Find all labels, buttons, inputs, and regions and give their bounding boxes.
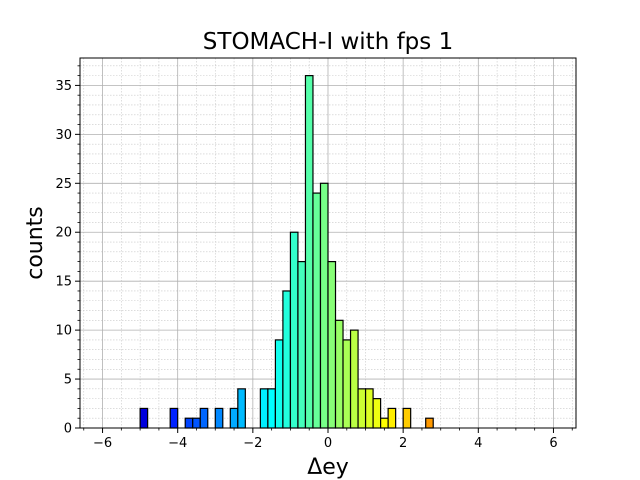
x-axis-label: Δey <box>307 455 349 480</box>
histogram-bar <box>237 388 246 429</box>
y-tick-label: 15 <box>55 275 72 290</box>
histogram-bar <box>229 407 239 429</box>
histogram-bar <box>259 388 269 429</box>
histogram-bar <box>327 260 337 429</box>
histogram-bar <box>297 260 307 429</box>
histogram-bar <box>169 407 179 429</box>
x-tick-label: 6 <box>549 436 557 451</box>
bars-layer <box>139 75 434 429</box>
y-axis-label: counts <box>23 206 48 280</box>
x-tick-label: −4 <box>168 436 187 451</box>
histogram-bar <box>304 75 314 429</box>
x-tick-label: 0 <box>324 436 332 451</box>
histogram-bar <box>425 417 434 429</box>
histogram-bar <box>372 398 382 429</box>
y-tick-label: 35 <box>55 79 72 94</box>
y-tick-label: 0 <box>64 422 72 437</box>
histogram-bar <box>139 407 149 429</box>
histogram-bar <box>342 339 352 429</box>
histogram-bar <box>319 182 329 429</box>
histogram-bar <box>267 388 276 429</box>
histogram-bar <box>364 388 374 429</box>
y-tick-label: 10 <box>55 324 72 339</box>
x-tick-label: −2 <box>243 436 262 451</box>
histogram-bar <box>349 329 359 429</box>
y-tick-label: 25 <box>55 177 72 192</box>
histogram-bar <box>192 417 201 429</box>
chart-title: STOMACH-I with fps 1 <box>203 29 453 55</box>
histogram-bar <box>334 319 344 429</box>
histogram-bar <box>387 407 397 429</box>
histogram-bar <box>282 290 292 429</box>
histogram-bar <box>380 417 389 429</box>
histogram-bar <box>274 339 284 429</box>
x-tick-label: −6 <box>93 436 112 451</box>
y-tick-label: 20 <box>55 226 72 241</box>
x-tick-label: 4 <box>474 436 482 451</box>
ticks-layer: −6 −4 −2 0 2 4 6 0 5 10 15 20 25 30 35 <box>55 65 573 451</box>
histogram-bar <box>402 407 412 429</box>
y-tick-label: 5 <box>64 373 72 388</box>
histogram-bar <box>312 192 322 429</box>
histogram-bar <box>199 407 209 429</box>
y-tick-label: 30 <box>55 128 72 143</box>
histogram-bar <box>289 231 299 429</box>
histogram-bar <box>184 417 194 429</box>
x-tick-label: 2 <box>399 436 407 451</box>
histogram-bar <box>357 388 367 429</box>
histogram-bar <box>214 407 224 429</box>
